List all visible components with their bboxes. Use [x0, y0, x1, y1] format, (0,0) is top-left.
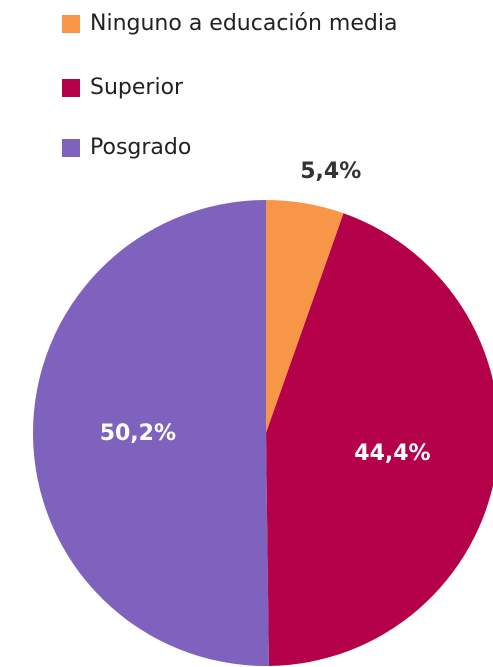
- legend-swatch: [62, 139, 80, 157]
- slice-label: 5,4%: [300, 159, 361, 184]
- legend-text: Posgrado: [90, 135, 191, 160]
- pie-slice: [266, 213, 493, 666]
- slice-label: 50,2%: [100, 421, 176, 446]
- legend-swatch: [62, 15, 80, 33]
- legend-swatch: [62, 79, 80, 97]
- legend-text: Superior: [90, 75, 184, 100]
- legend-text: Ninguno a educación media: [90, 11, 397, 36]
- pie-slice: [266, 200, 344, 433]
- pie-slice: [33, 200, 269, 666]
- slice-label: 44,4%: [354, 441, 430, 466]
